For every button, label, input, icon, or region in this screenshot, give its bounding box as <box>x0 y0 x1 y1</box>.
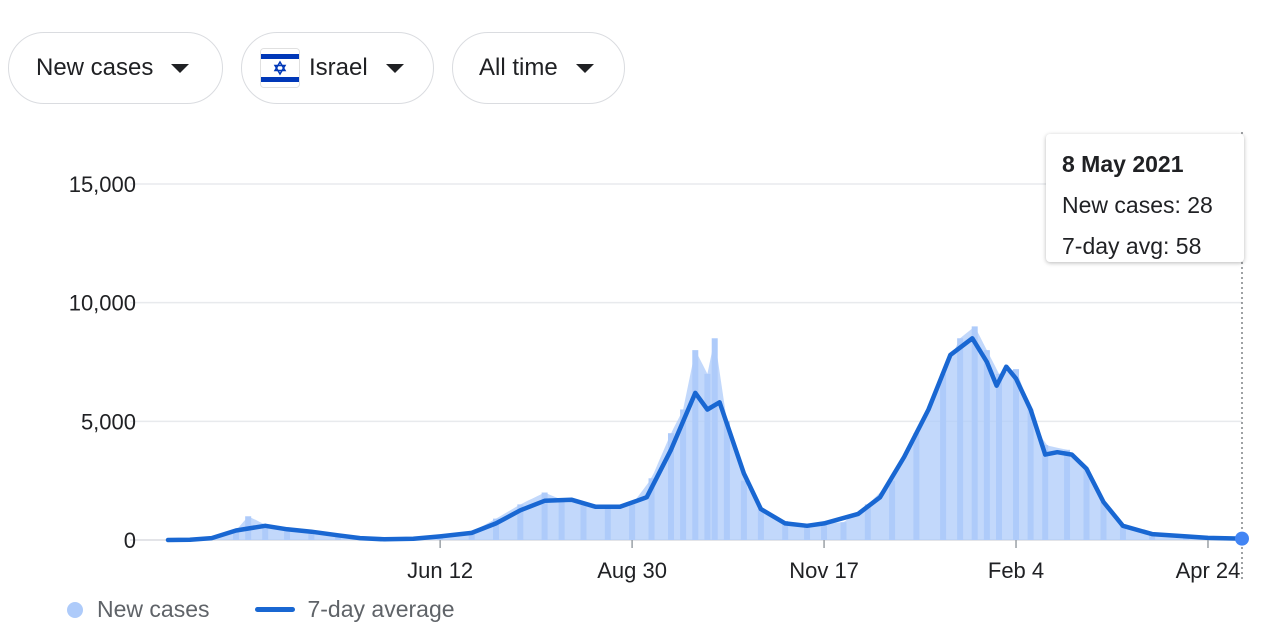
hover-indicator <box>1235 132 1249 580</box>
x-tick-label: Nov 17 <box>789 558 859 583</box>
average-legend-swatch <box>255 607 296 612</box>
caret-down-icon <box>385 63 404 73</box>
y-tick-label: 10,000 <box>69 291 136 316</box>
new-cases-bars <box>168 326 1245 540</box>
y-axis: 0 5,000 10,000 15,000 <box>69 172 136 553</box>
metric-dropdown[interactable]: New cases <box>8 32 223 104</box>
caret-down-icon <box>575 63 594 73</box>
metric-dropdown-label: New cases <box>36 54 154 81</box>
seven-day-average-line <box>165 336 1245 543</box>
new-cases-legend-label: New cases <box>97 596 210 622</box>
caret-down-icon <box>171 63 190 73</box>
chart-legend: New cases 7-day average <box>67 596 455 623</box>
tooltip-date: 8 May 2021 <box>1062 151 1184 177</box>
y-tick-label: 0 <box>124 528 136 553</box>
time-range-dropdown-label: All time <box>479 54 558 81</box>
x-tick-label: Aug 30 <box>597 558 667 583</box>
seven-day-average-path <box>165 336 1245 543</box>
new-cases-area <box>168 326 1242 540</box>
hover-point <box>1235 531 1249 546</box>
x-axis: Jun 12 Aug 30 Nov 17 Feb 4 Apr 24 <box>407 540 1240 583</box>
y-tick-label: 15,000 <box>69 172 136 197</box>
new-cases-legend-swatch <box>67 601 83 618</box>
y-tick-label: 5,000 <box>81 409 136 434</box>
location-dropdown[interactable]: Israel <box>241 32 434 104</box>
tooltip-new-cases: New cases: 28 <box>1062 192 1213 218</box>
time-range-dropdown[interactable]: All time <box>452 32 625 104</box>
cases-chart[interactable]: 0 5,000 10,000 15,000 Jun 12 Aug 30 Nov 17 Feb… <box>0 130 1280 590</box>
x-tick-label: Apr 24 <box>1176 558 1241 583</box>
x-tick-label: Feb 4 <box>988 558 1044 583</box>
location-dropdown-label: Israel <box>309 54 368 81</box>
israel-flag-icon <box>261 49 299 87</box>
tooltip-average: 7-day avg: 58 <box>1062 233 1202 259</box>
x-tick-label: Jun 12 <box>407 558 473 583</box>
average-legend-label: 7-day average <box>307 596 455 622</box>
chart-tooltip: 8 May 2021 New cases: 28 7-day avg: 58 <box>1046 134 1244 262</box>
